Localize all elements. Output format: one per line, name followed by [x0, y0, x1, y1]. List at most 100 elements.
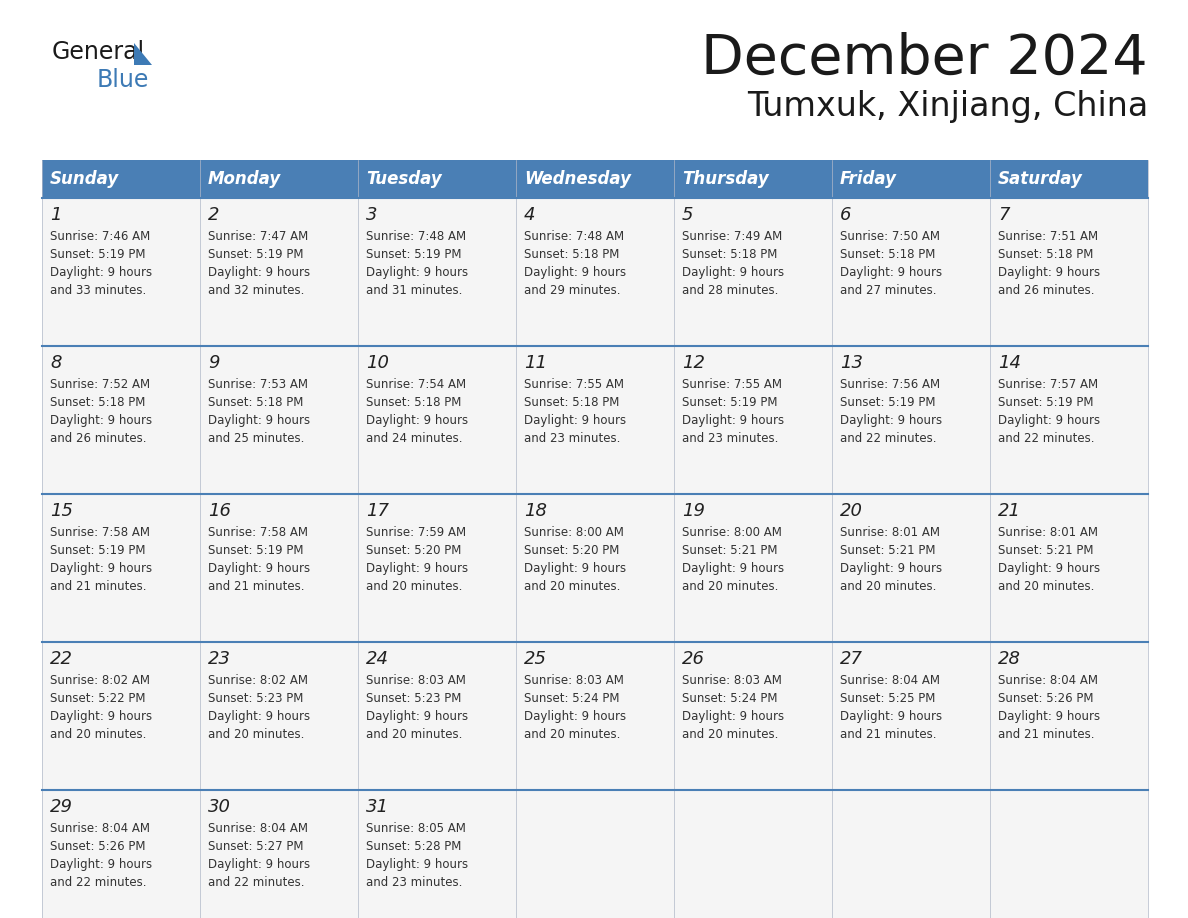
Text: Sunset: 5:18 PM: Sunset: 5:18 PM: [524, 396, 619, 409]
Text: and 21 minutes.: and 21 minutes.: [998, 728, 1094, 741]
Text: and 27 minutes.: and 27 minutes.: [840, 284, 936, 297]
Text: Sunrise: 7:56 AM: Sunrise: 7:56 AM: [840, 378, 940, 391]
Text: 12: 12: [682, 354, 704, 372]
Text: Sunrise: 7:55 AM: Sunrise: 7:55 AM: [524, 378, 624, 391]
Text: Daylight: 9 hours: Daylight: 9 hours: [208, 858, 310, 871]
Text: 5: 5: [682, 206, 694, 224]
Text: 8: 8: [50, 354, 62, 372]
Text: Sunrise: 8:03 AM: Sunrise: 8:03 AM: [524, 674, 624, 687]
Text: Daylight: 9 hours: Daylight: 9 hours: [366, 562, 468, 575]
Text: Sunrise: 7:58 AM: Sunrise: 7:58 AM: [50, 526, 150, 539]
Text: Sunrise: 7:50 AM: Sunrise: 7:50 AM: [840, 230, 940, 243]
Text: Sunrise: 7:58 AM: Sunrise: 7:58 AM: [208, 526, 308, 539]
Text: 14: 14: [998, 354, 1020, 372]
Bar: [42, 642, 1148, 790]
Text: and 21 minutes.: and 21 minutes.: [208, 580, 304, 593]
Text: Saturday: Saturday: [998, 170, 1083, 188]
Text: Daylight: 9 hours: Daylight: 9 hours: [208, 266, 310, 279]
Text: Tuesday: Tuesday: [366, 170, 442, 188]
Text: Sunset: 5:21 PM: Sunset: 5:21 PM: [682, 544, 777, 557]
Text: Daylight: 9 hours: Daylight: 9 hours: [366, 266, 468, 279]
Text: Sunrise: 8:05 AM: Sunrise: 8:05 AM: [366, 822, 466, 835]
Text: Sunrise: 8:02 AM: Sunrise: 8:02 AM: [50, 674, 150, 687]
Text: Sunset: 5:18 PM: Sunset: 5:18 PM: [50, 396, 145, 409]
Text: Daylight: 9 hours: Daylight: 9 hours: [524, 414, 626, 427]
Text: Friday: Friday: [840, 170, 897, 188]
Text: 13: 13: [840, 354, 862, 372]
Text: and 20 minutes.: and 20 minutes.: [366, 580, 462, 593]
Text: 7: 7: [998, 206, 1010, 224]
Text: and 20 minutes.: and 20 minutes.: [682, 580, 778, 593]
Text: Thursday: Thursday: [682, 170, 769, 188]
Text: Sunset: 5:23 PM: Sunset: 5:23 PM: [366, 692, 461, 705]
Text: Sunset: 5:19 PM: Sunset: 5:19 PM: [50, 248, 145, 261]
Text: Sunrise: 7:59 AM: Sunrise: 7:59 AM: [366, 526, 466, 539]
Text: Sunrise: 8:04 AM: Sunrise: 8:04 AM: [208, 822, 308, 835]
Text: Daylight: 9 hours: Daylight: 9 hours: [840, 710, 942, 723]
Text: Sunrise: 7:47 AM: Sunrise: 7:47 AM: [208, 230, 308, 243]
Text: Sunset: 5:27 PM: Sunset: 5:27 PM: [208, 840, 303, 853]
Text: and 20 minutes.: and 20 minutes.: [998, 580, 1094, 593]
Text: December 2024: December 2024: [701, 32, 1148, 86]
Text: Daylight: 9 hours: Daylight: 9 hours: [208, 414, 310, 427]
Text: Sunrise: 8:04 AM: Sunrise: 8:04 AM: [50, 822, 150, 835]
Text: Sunset: 5:21 PM: Sunset: 5:21 PM: [840, 544, 935, 557]
Text: Sunrise: 7:53 AM: Sunrise: 7:53 AM: [208, 378, 308, 391]
Bar: [42, 790, 1148, 918]
Text: 25: 25: [524, 650, 546, 668]
Text: Sunrise: 7:48 AM: Sunrise: 7:48 AM: [524, 230, 624, 243]
Text: Daylight: 9 hours: Daylight: 9 hours: [682, 710, 784, 723]
Text: 26: 26: [682, 650, 704, 668]
Text: and 33 minutes.: and 33 minutes.: [50, 284, 146, 297]
Bar: [42, 160, 1148, 198]
Bar: [42, 494, 1148, 642]
Text: Monday: Monday: [208, 170, 282, 188]
Text: Sunrise: 7:46 AM: Sunrise: 7:46 AM: [50, 230, 150, 243]
Text: Sunday: Sunday: [50, 170, 119, 188]
Text: 31: 31: [366, 798, 388, 816]
Text: Sunrise: 7:51 AM: Sunrise: 7:51 AM: [998, 230, 1098, 243]
Text: Daylight: 9 hours: Daylight: 9 hours: [50, 414, 152, 427]
Bar: [42, 346, 1148, 494]
Text: Sunrise: 8:03 AM: Sunrise: 8:03 AM: [682, 674, 782, 687]
Text: Daylight: 9 hours: Daylight: 9 hours: [998, 414, 1100, 427]
Text: Daylight: 9 hours: Daylight: 9 hours: [998, 710, 1100, 723]
Text: Sunset: 5:18 PM: Sunset: 5:18 PM: [682, 248, 777, 261]
Text: 4: 4: [524, 206, 536, 224]
Text: Sunrise: 8:00 AM: Sunrise: 8:00 AM: [682, 526, 782, 539]
Text: Sunset: 5:21 PM: Sunset: 5:21 PM: [998, 544, 1093, 557]
Text: Sunset: 5:19 PM: Sunset: 5:19 PM: [682, 396, 777, 409]
Text: Wednesday: Wednesday: [524, 170, 631, 188]
Text: and 32 minutes.: and 32 minutes.: [208, 284, 304, 297]
Text: Sunset: 5:24 PM: Sunset: 5:24 PM: [682, 692, 777, 705]
Text: Sunset: 5:20 PM: Sunset: 5:20 PM: [366, 544, 461, 557]
Text: 29: 29: [50, 798, 72, 816]
Text: Daylight: 9 hours: Daylight: 9 hours: [366, 414, 468, 427]
Text: 6: 6: [840, 206, 852, 224]
Text: Sunset: 5:18 PM: Sunset: 5:18 PM: [366, 396, 461, 409]
Text: and 20 minutes.: and 20 minutes.: [208, 728, 304, 741]
Text: Daylight: 9 hours: Daylight: 9 hours: [840, 266, 942, 279]
Text: 27: 27: [840, 650, 862, 668]
Text: General: General: [52, 40, 145, 64]
Text: and 23 minutes.: and 23 minutes.: [524, 432, 620, 445]
Text: Sunrise: 8:03 AM: Sunrise: 8:03 AM: [366, 674, 466, 687]
Text: Sunset: 5:19 PM: Sunset: 5:19 PM: [208, 544, 303, 557]
Polygon shape: [134, 43, 152, 65]
Text: and 20 minutes.: and 20 minutes.: [682, 728, 778, 741]
Text: Daylight: 9 hours: Daylight: 9 hours: [366, 710, 468, 723]
Text: Sunset: 5:26 PM: Sunset: 5:26 PM: [50, 840, 145, 853]
Text: Daylight: 9 hours: Daylight: 9 hours: [50, 858, 152, 871]
Text: Sunset: 5:24 PM: Sunset: 5:24 PM: [524, 692, 619, 705]
Text: and 26 minutes.: and 26 minutes.: [998, 284, 1094, 297]
Text: Sunset: 5:19 PM: Sunset: 5:19 PM: [208, 248, 303, 261]
Text: Sunrise: 7:48 AM: Sunrise: 7:48 AM: [366, 230, 466, 243]
Text: Sunrise: 8:04 AM: Sunrise: 8:04 AM: [840, 674, 940, 687]
Text: 22: 22: [50, 650, 72, 668]
Text: Daylight: 9 hours: Daylight: 9 hours: [524, 266, 626, 279]
Text: Blue: Blue: [97, 68, 150, 92]
Text: and 29 minutes.: and 29 minutes.: [524, 284, 620, 297]
Text: Sunrise: 7:57 AM: Sunrise: 7:57 AM: [998, 378, 1098, 391]
Text: 11: 11: [524, 354, 546, 372]
Text: Sunset: 5:26 PM: Sunset: 5:26 PM: [998, 692, 1093, 705]
